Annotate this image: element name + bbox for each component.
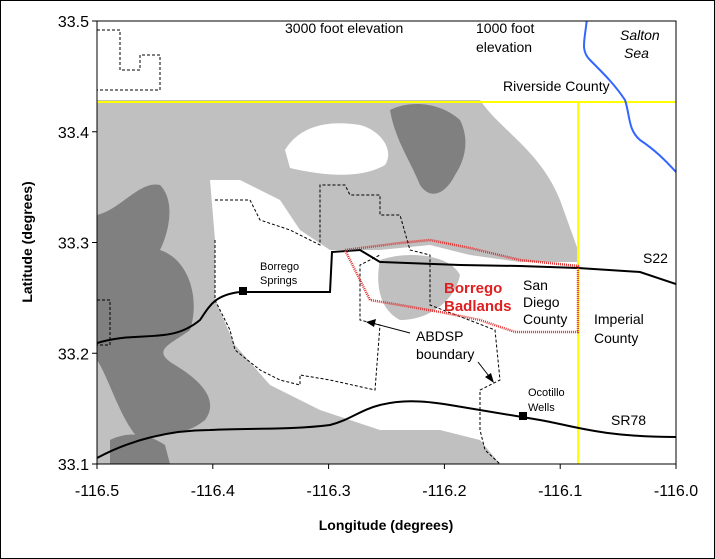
- annotation: Salton Sea: [620, 27, 660, 61]
- y-tick-label: 33.2: [58, 346, 89, 363]
- x-axis-title: Longitude (degrees): [319, 517, 454, 533]
- arrow: [367, 321, 411, 334]
- park-boundary: [97, 29, 501, 464]
- annotation: SR78: [611, 412, 646, 428]
- annotation: 1000 foot elevation: [476, 20, 534, 55]
- annotation: 3000 foot elevation: [285, 20, 403, 36]
- terrain-1000ft: [285, 123, 389, 175]
- terrain-3000ft: [97, 184, 211, 440]
- annotation: Borrego Badlands: [444, 280, 512, 315]
- town-marker: [239, 287, 247, 295]
- x-tick-label: -116.0: [654, 483, 698, 500]
- terrain-3000ft: [390, 104, 466, 194]
- y-tick-label: 33.5: [58, 14, 89, 31]
- y-tick-label: 33.4: [58, 125, 89, 142]
- road-s22: [97, 248, 676, 344]
- annotation: Riverside County: [503, 78, 610, 94]
- shoreline: [583, 21, 676, 173]
- x-tick-label: -116.5: [75, 483, 119, 500]
- road-sr78: [97, 400, 676, 459]
- y-tick-label: 33.1: [58, 457, 89, 474]
- annotation: S22: [643, 250, 668, 266]
- x-tick-label: -116.4: [191, 483, 235, 500]
- town-marker: [519, 412, 527, 420]
- x-tick-label: -116.2: [422, 483, 466, 500]
- badlands-outline: [343, 238, 580, 334]
- y-axis-title: Latitude (degrees): [19, 181, 35, 302]
- terrain-1000ft: [97, 100, 578, 464]
- arrowhead: [366, 319, 376, 327]
- terrain: [97, 21, 676, 464]
- arrowhead: [485, 373, 494, 383]
- x-tick-label: -116.3: [307, 483, 351, 500]
- annotation: San Diego County: [523, 277, 567, 327]
- annotation: Imperial County: [594, 311, 644, 346]
- annotation: Borrego Springs: [260, 261, 299, 287]
- x-tick-label: -116.1: [538, 483, 582, 500]
- terrain-1000ft: [378, 255, 460, 320]
- annotation: ABDSP boundary: [416, 328, 474, 362]
- annotation: Ocotillo Wells: [528, 387, 565, 414]
- terrain-3000ft: [110, 434, 170, 464]
- y-tick-label: 33.3: [58, 236, 89, 253]
